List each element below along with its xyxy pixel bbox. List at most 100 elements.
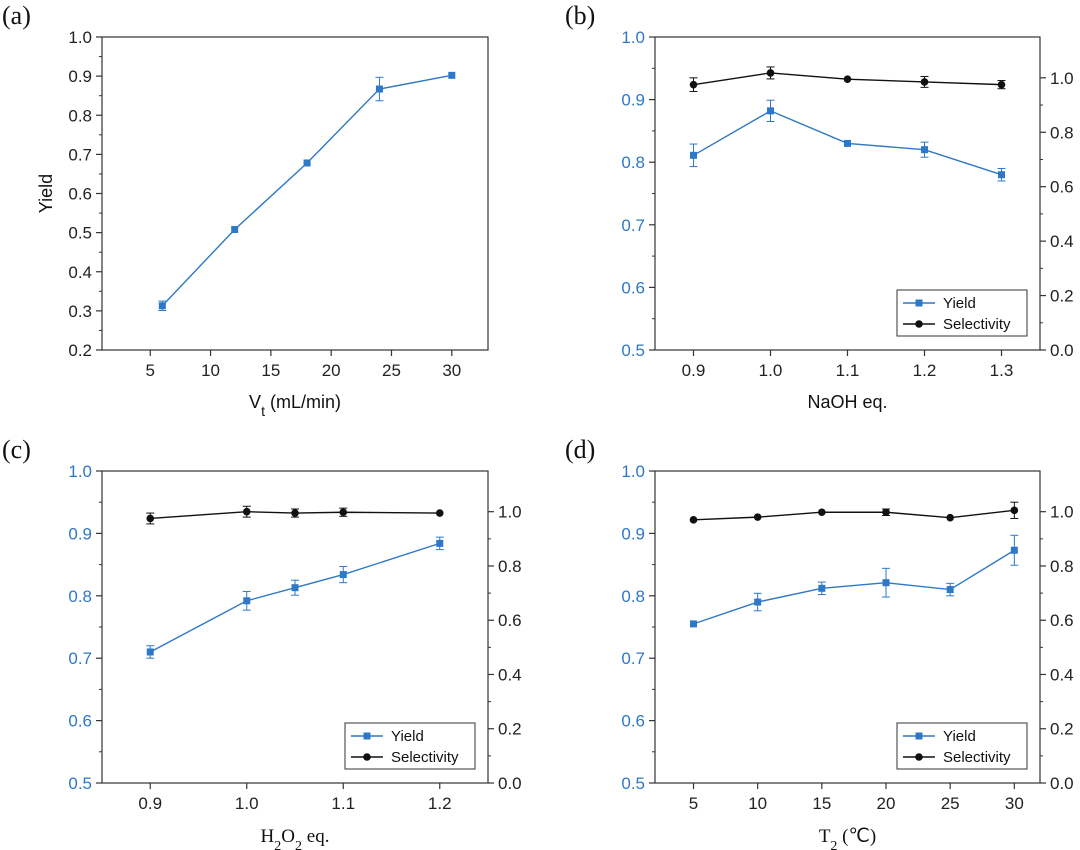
- y-right-tick-label: 0.8: [1050, 557, 1074, 576]
- legend-box: [896, 722, 1028, 770]
- x-axis-title-subscript: 2: [830, 839, 837, 850]
- series-line-yield: [149, 542, 440, 653]
- y-tick-label: 0.8: [621, 587, 645, 606]
- data-point-square: [243, 597, 251, 605]
- y-right-tick-label: 0.8: [498, 557, 522, 576]
- data-point-circle: [818, 508, 826, 517]
- data-point-square: [754, 598, 762, 606]
- data-point-square: [690, 151, 697, 159]
- panel-label-d: (d): [565, 435, 595, 464]
- data-point-circle: [946, 513, 954, 522]
- y-tick-label: 0.7: [621, 216, 645, 235]
- x-tick-label: 1.2: [428, 794, 452, 813]
- data-point-circle: [689, 80, 698, 89]
- y-tick-label: 0.7: [68, 145, 92, 164]
- x-axis-title-part: NaOH eq.: [807, 392, 887, 412]
- y-tick-label: 0.5: [621, 341, 645, 360]
- y-tick-label: 0.3: [68, 302, 92, 321]
- x-axis-title-part: T: [819, 826, 831, 847]
- x-tick-label: 20: [322, 361, 341, 380]
- data-point-square: [1010, 546, 1018, 554]
- y-tick-label: 1.0: [621, 28, 645, 47]
- x-tick-label: 0.9: [138, 794, 162, 813]
- x-tick-label: 15: [812, 794, 831, 813]
- y-tick-label: 1.0: [621, 462, 645, 481]
- legend-entry-label: Yield: [943, 295, 976, 312]
- data-point-square: [921, 146, 928, 154]
- data-point-square: [303, 159, 311, 167]
- data-point-square: [436, 539, 444, 547]
- legend-marker-circle: [915, 320, 923, 328]
- x-axis-title-part: (mL/min): [265, 392, 341, 412]
- x-tick-label: 25: [941, 794, 960, 813]
- data-point-circle: [882, 508, 890, 517]
- x-tick-label: 1.3: [990, 361, 1014, 380]
- x-axis-title-b: NaOH eq.: [807, 392, 887, 412]
- y-tick-label: 0.6: [68, 185, 92, 204]
- data-point-circle: [146, 514, 155, 523]
- x-axis-title-d: T2 (℃): [819, 826, 876, 850]
- legend-box: [896, 289, 1028, 337]
- data-point-circle: [689, 516, 698, 524]
- legend-marker-square: [915, 732, 923, 740]
- data-point-circle: [997, 80, 1006, 89]
- data-point-square: [158, 302, 166, 310]
- y-right-tick-label: 0.4: [1050, 665, 1074, 684]
- x-axis-title-subscript: t: [261, 403, 265, 419]
- x-axis-title-part: O: [281, 826, 295, 847]
- panel-d: (d) 5 10 15 20 25 30 0.5 0.6 0.7 0.8 0.9 1.0 0.0 0.2 0.…: [565, 435, 1074, 850]
- x-axis-title-part: eq.: [302, 826, 329, 847]
- y-tick-label: 0.4: [68, 263, 92, 282]
- y-right-tick-label: 1.0: [1050, 503, 1074, 522]
- panel-a: (a) 5 10 15 20 25 30 0.2 0.3 0.4 0.5 0.6 0.7 0.8 0.9 1.…: [2, 1, 489, 419]
- y-right-tick-label: 0.2: [498, 720, 522, 739]
- x-tick-label: 20: [877, 794, 896, 813]
- y-tick-label: 0.8: [68, 587, 92, 606]
- legend-entry-label: Yield: [391, 728, 424, 745]
- data-point-square: [146, 648, 154, 656]
- panel-c: (c) 0.9 1.0 1.1 1.2 0.5 0.6 0.7 0.8 0.9 1.0 0.0 0.2 0…: [2, 435, 522, 850]
- x-tick-label: 1.0: [235, 794, 259, 813]
- panel-label-c: (c): [2, 435, 31, 464]
- x-axis-title-subscript: 2: [295, 839, 302, 850]
- y-right-tick-label: 0.2: [1050, 720, 1074, 739]
- legend-entry-label: Selectivity: [943, 749, 1011, 766]
- y-right-tick-label: 0.6: [498, 611, 522, 630]
- legend-marker-circle: [363, 753, 371, 761]
- data-point-square: [998, 171, 1005, 179]
- y-tick-label: 0.5: [621, 774, 645, 793]
- x-tick-label: 1.1: [836, 361, 860, 380]
- series-line-selectivity: [693, 509, 1015, 521]
- data-point-circle: [291, 509, 299, 517]
- legend-box: [344, 722, 476, 770]
- y-tick-label: 0.9: [68, 524, 92, 543]
- data-point-circle: [920, 78, 929, 86]
- data-point-square: [844, 139, 851, 147]
- y-tick-label: 1.0: [68, 28, 92, 47]
- legend-marker-square: [915, 299, 923, 307]
- legend-entry-label: Selectivity: [391, 749, 459, 766]
- data-point-square: [882, 579, 890, 587]
- y-right-tick-label: 0.8: [1050, 123, 1074, 142]
- series-yield-a: [158, 71, 456, 311]
- x-tick-label: 1.2: [913, 361, 937, 380]
- y-right-tick-label: 0.0: [1050, 774, 1074, 793]
- y-right-tick-label: 0.6: [1050, 611, 1074, 630]
- data-point-circle: [753, 513, 762, 521]
- y-right-tick-label: 0.2: [1050, 287, 1074, 306]
- legend-entry-label: Yield: [943, 728, 976, 745]
- panel-b: (b) 0.9 1.0 1.1 1.2 1.3 0.5 0.6 0.7 0.8 0.9 1.0 0.0 0…: [565, 1, 1074, 412]
- x-axis-title-subscript: 2: [274, 839, 281, 850]
- y-tick-label: 0.7: [621, 649, 645, 668]
- series-line-yield: [161, 74, 452, 307]
- y-right-tick-label: 0.0: [498, 774, 522, 793]
- x-axis-title-a: Vt (mL/min): [249, 392, 341, 419]
- x-tick-label: 30: [1005, 794, 1024, 813]
- legend-d: Yield Selectivity: [896, 722, 1028, 770]
- data-point-square: [339, 571, 347, 579]
- y-right-tick-label: 1.0: [1050, 69, 1074, 88]
- y-tick-label: 0.9: [68, 67, 92, 86]
- y-tick-label: 0.9: [621, 91, 645, 110]
- data-point-square: [231, 225, 239, 233]
- legend-c: Yield Selectivity: [344, 722, 476, 770]
